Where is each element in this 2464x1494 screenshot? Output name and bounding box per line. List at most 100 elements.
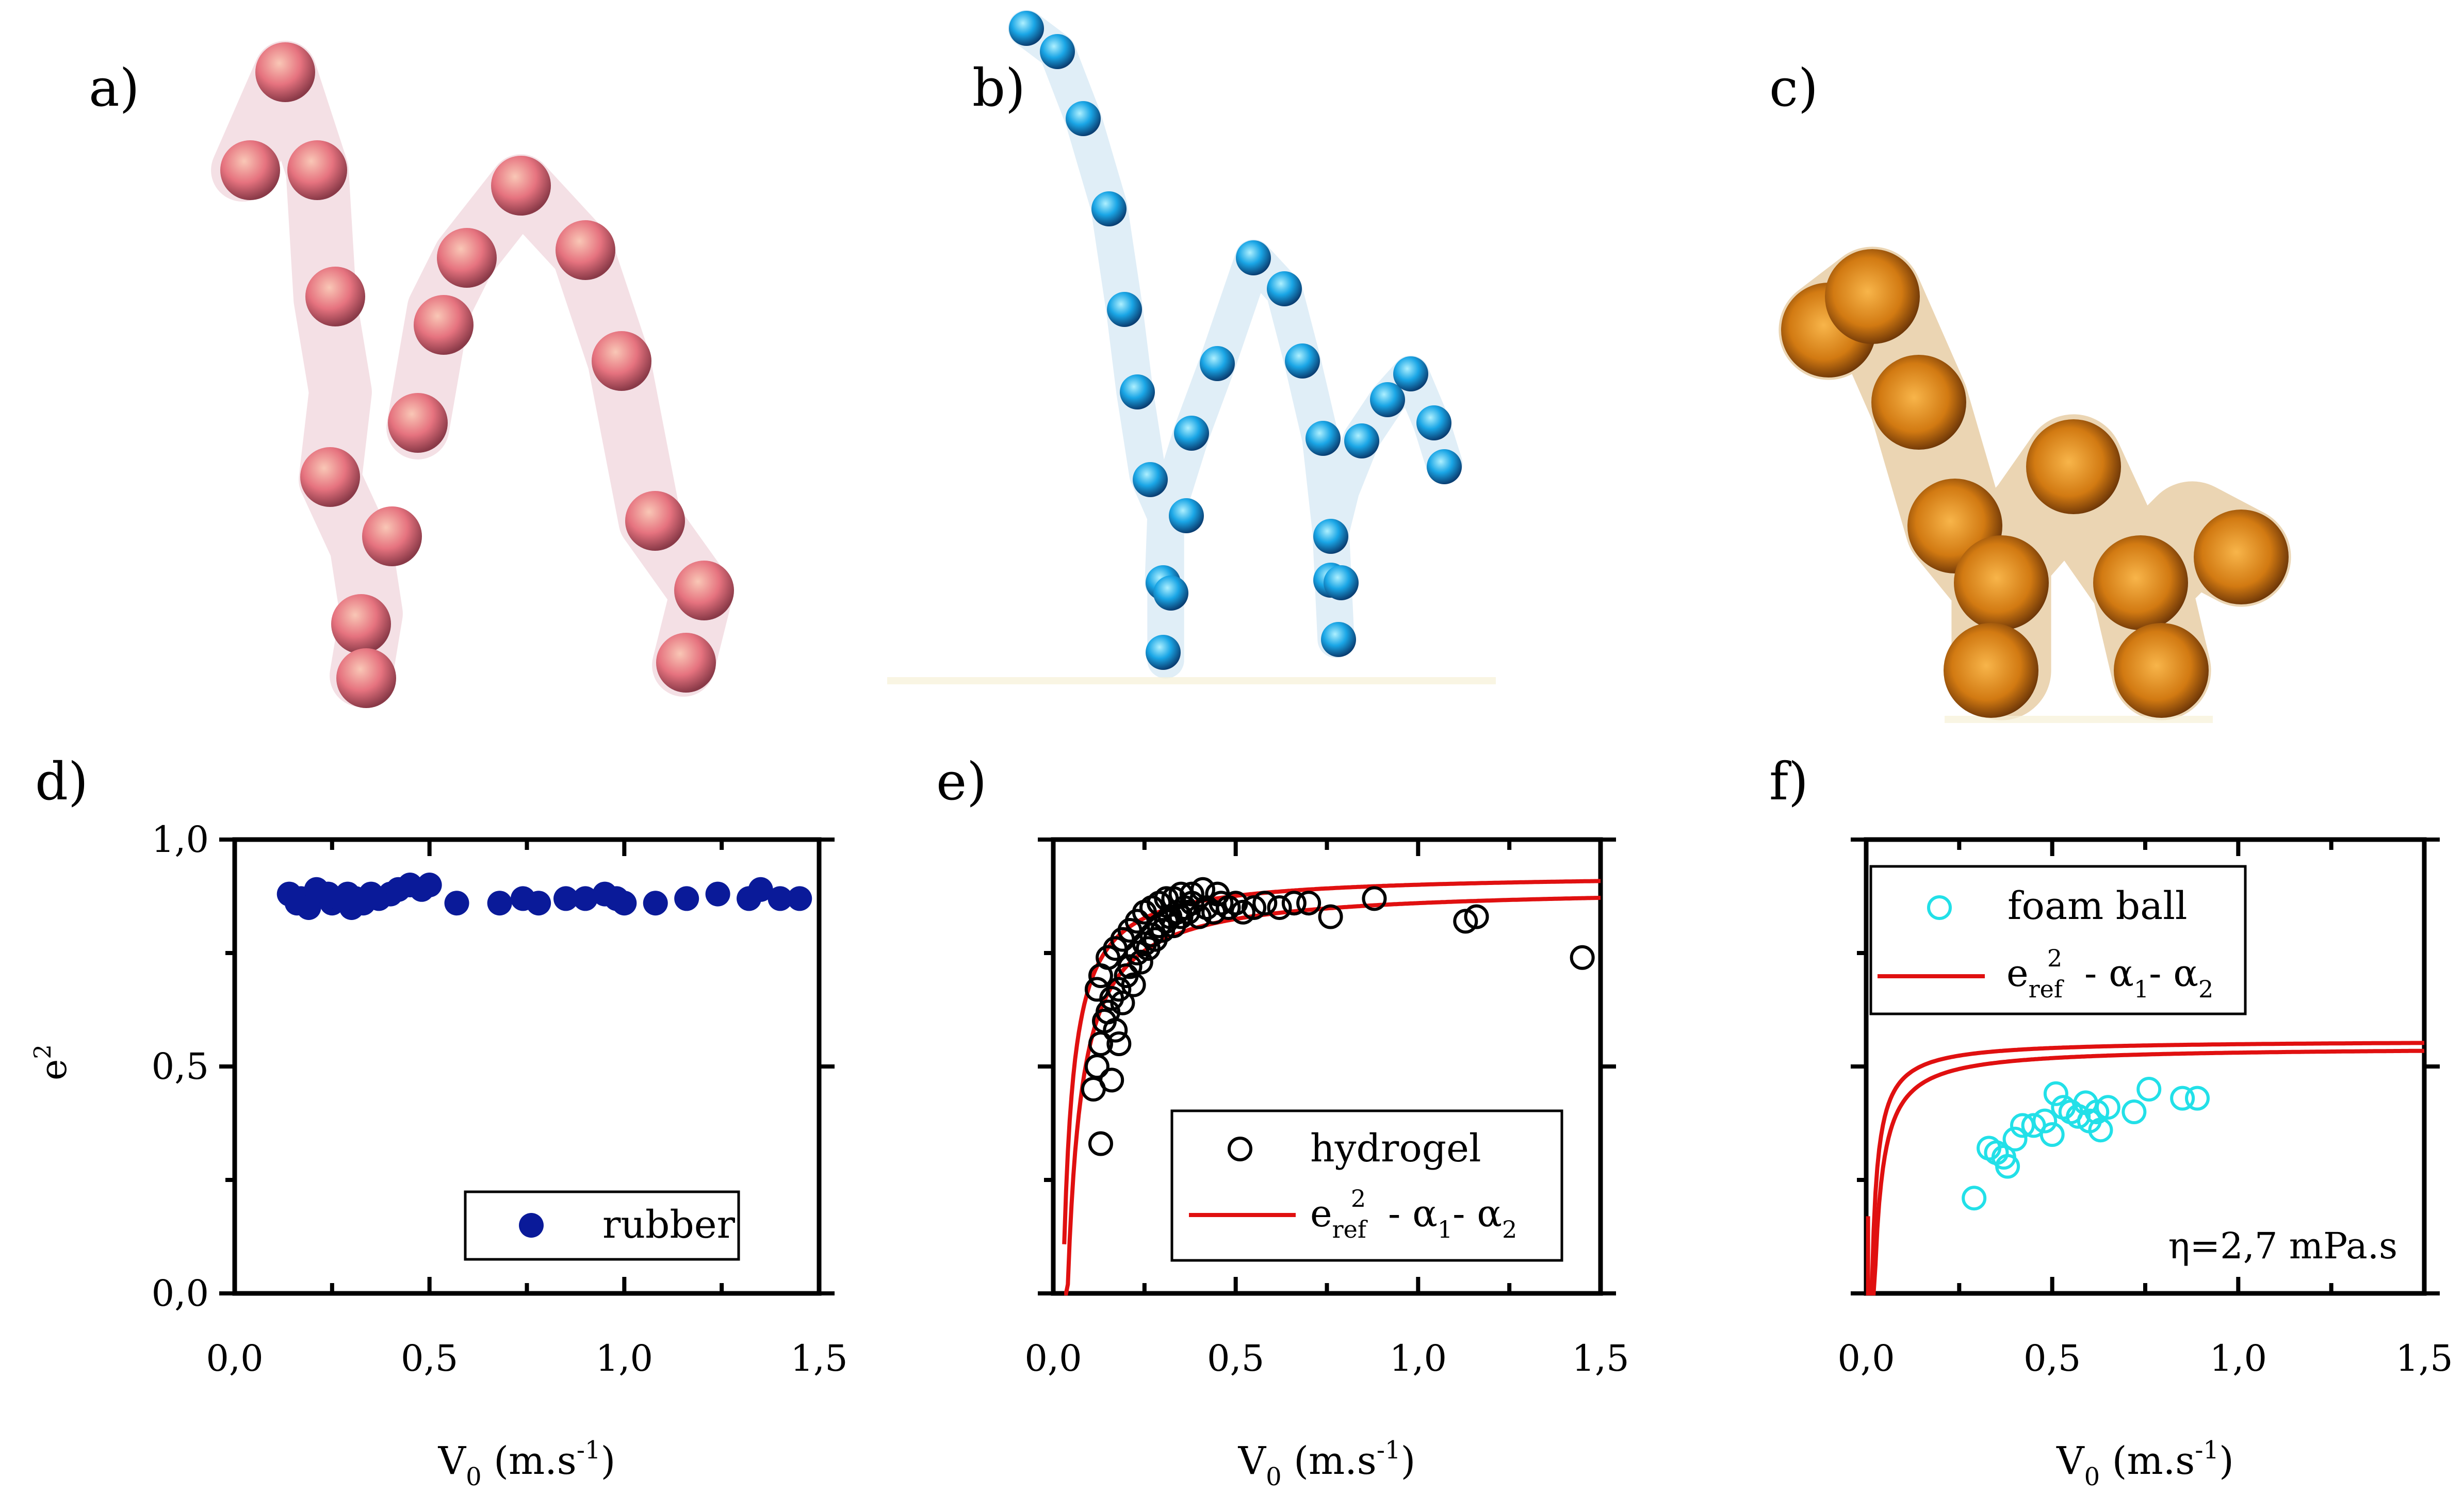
- legend-label-rubber: rubber: [602, 1203, 736, 1247]
- data-point: [643, 891, 668, 916]
- ball: [1174, 416, 1209, 451]
- ball: [220, 140, 280, 200]
- data-point: [1296, 891, 1321, 916]
- x-axis-label: V0 (m.s-1): [2056, 1436, 2234, 1491]
- panel-label-a: a): [89, 58, 140, 118]
- ball: [656, 633, 716, 693]
- data-point: [1154, 886, 1179, 911]
- y-tick-label: 1,0: [152, 818, 209, 861]
- data-point: [1242, 895, 1267, 920]
- ball: [1169, 498, 1204, 533]
- data-point: [2136, 1077, 2162, 1102]
- photo-rubber-ball: [211, 41, 734, 708]
- fit-curve-upper: [1868, 1041, 2424, 1295]
- ball: [1321, 622, 1356, 657]
- ball: [1153, 576, 1188, 611]
- ball: [1871, 355, 1966, 450]
- data-point: [1088, 1031, 1113, 1056]
- ball: [287, 140, 347, 200]
- ball: [336, 648, 396, 708]
- data-point: [1099, 1068, 1124, 1093]
- photo-foam-ball: [1778, 247, 2291, 723]
- data-point: [1464, 904, 1489, 929]
- ball: [1066, 101, 1101, 136]
- ball: [331, 594, 391, 654]
- ball: [625, 491, 685, 551]
- ball: [1416, 405, 1451, 440]
- data-point: [768, 886, 793, 911]
- data-point: [2002, 1126, 2028, 1152]
- data-point: [2170, 1086, 2195, 1111]
- data-point: [1362, 886, 1387, 911]
- data-point: [1190, 877, 1216, 902]
- ball: [1120, 374, 1155, 409]
- legend-label-foam: foam ball: [2008, 884, 2188, 928]
- data-point: [1084, 977, 1109, 1002]
- ball: [388, 393, 448, 453]
- data-point: [1103, 1017, 1128, 1043]
- data-point: [553, 886, 579, 911]
- ball: [2114, 623, 2209, 718]
- legend-marker: [519, 1213, 544, 1238]
- annotation-viscosity: η=2,7 mPa.s: [2168, 1225, 2397, 1267]
- data-point: [674, 886, 699, 911]
- data-point: [2088, 1118, 2113, 1143]
- ball: [1954, 535, 2049, 630]
- ball: [674, 561, 734, 620]
- ball: [1236, 240, 1271, 275]
- ball: [1344, 423, 1379, 458]
- y-tick-label: 0,0: [152, 1272, 209, 1315]
- data-point: [1570, 945, 1595, 970]
- legend-box: [1170, 1109, 1563, 1262]
- data-point: [612, 891, 637, 916]
- x-tick-label: 0,0: [1024, 1337, 1082, 1380]
- data-point: [2122, 1099, 2147, 1124]
- ball: [1313, 519, 1348, 554]
- x-tick-label: 0,5: [401, 1337, 458, 1380]
- data-point: [487, 891, 512, 916]
- ball: [362, 506, 422, 566]
- fit-curve-lower: [1866, 1048, 2425, 1295]
- data-point: [748, 877, 773, 902]
- data-point: [2032, 1108, 2058, 1134]
- data-point: [1205, 881, 1230, 907]
- data-point: [1281, 891, 1307, 916]
- data-point: [1318, 904, 1343, 929]
- x-tick-label: 1,0: [2210, 1337, 2267, 1380]
- y-axis-label: e2: [29, 1044, 75, 1080]
- data-point: [1088, 1131, 1113, 1156]
- x-tick-label: 0,5: [1207, 1337, 1264, 1380]
- ball: [2026, 419, 2121, 514]
- data-point: [417, 873, 442, 897]
- legend-label-hydrogel: hydrogel: [1310, 1126, 1481, 1171]
- x-tick-label: 1,0: [596, 1337, 653, 1380]
- ball: [2194, 510, 2289, 604]
- ball: [592, 331, 651, 391]
- x-tick-label: 0,0: [206, 1337, 263, 1380]
- legend-label-fit: eref2 - α1- α2: [1310, 1185, 1517, 1243]
- ball: [1091, 191, 1127, 226]
- y-tick-label: 0,5: [152, 1045, 209, 1088]
- data-point: [1117, 954, 1143, 979]
- data-point: [1995, 1154, 2020, 1179]
- x-axis-label: V0 (m.s-1): [1238, 1436, 1416, 1491]
- ball: [1040, 34, 1075, 69]
- data-point: [1267, 895, 1292, 920]
- ball: [1107, 292, 1142, 327]
- ball: [1133, 462, 1168, 497]
- ball: [1825, 249, 1920, 344]
- chart-f-foam: 0,0 0,5 1,0 1,5 V0 (m.s-1) foam ball eref2 - α…: [1837, 837, 2453, 1491]
- ball: [1267, 271, 1302, 306]
- x-tick-label: 1,5: [1572, 1337, 1629, 1380]
- ball: [491, 156, 551, 216]
- data-point: [1962, 1186, 1987, 1211]
- legend-marker: [1927, 895, 1952, 920]
- data-point: [787, 886, 812, 911]
- data-point: [1230, 899, 1255, 925]
- ball: [305, 267, 365, 326]
- data-point: [1252, 891, 1278, 916]
- data-point: [1084, 1054, 1109, 1079]
- ball: [1370, 382, 1405, 417]
- legend-marker: [1228, 1137, 1252, 1161]
- ball: [1427, 449, 1462, 484]
